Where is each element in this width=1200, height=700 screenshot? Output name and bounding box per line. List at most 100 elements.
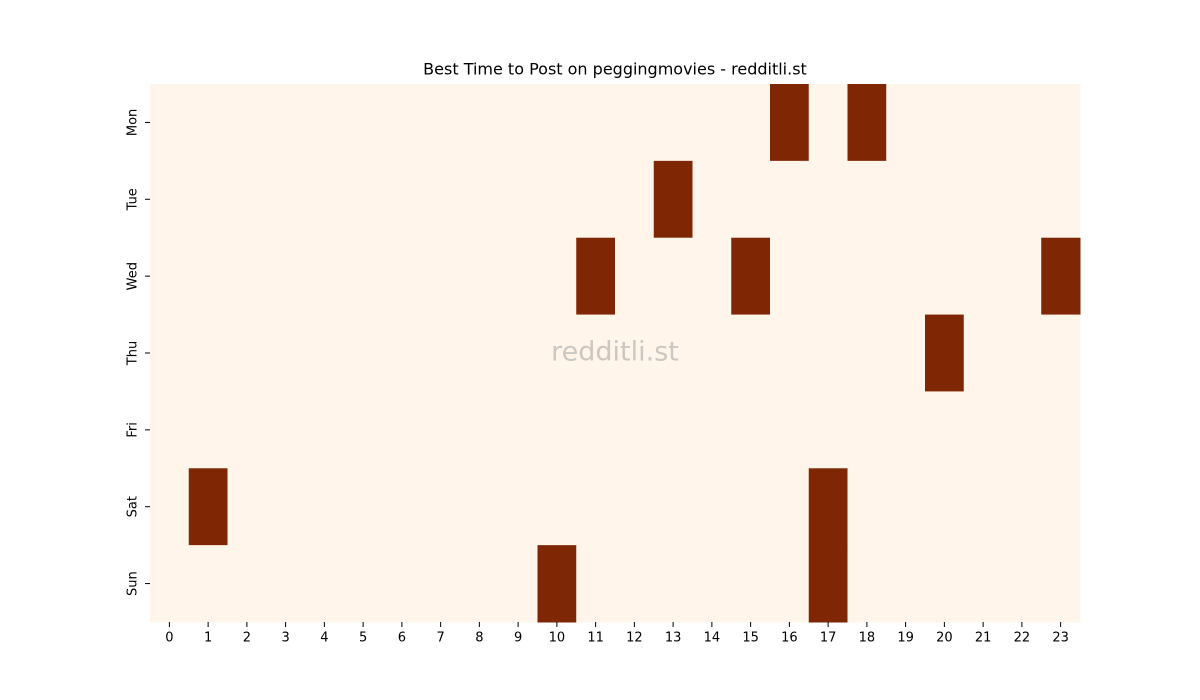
x-tick-label: 1 bbox=[204, 631, 212, 646]
heatmap-cell bbox=[305, 237, 345, 316]
heatmap-cell bbox=[731, 314, 771, 392]
heatmap-cell bbox=[343, 468, 383, 546]
heatmap-cell bbox=[266, 391, 306, 469]
heatmap-cell bbox=[150, 84, 190, 162]
chart-title: Best Time to Post on peggingmovies - red… bbox=[423, 60, 807, 79]
heatmap-cell bbox=[266, 468, 306, 546]
heatmap-cell bbox=[227, 84, 267, 162]
heatmap-cell bbox=[576, 84, 616, 162]
heatmap-cell bbox=[692, 391, 732, 469]
heatmap-cell bbox=[925, 237, 965, 316]
x-tick-label: 14 bbox=[704, 631, 721, 646]
heatmap-cell bbox=[963, 314, 1003, 392]
heatmap-cell bbox=[305, 84, 345, 162]
heatmap-cell bbox=[847, 84, 887, 162]
heatmap-cell bbox=[150, 160, 190, 239]
heatmap-cell bbox=[266, 237, 306, 316]
y-tick-label: Sat bbox=[126, 496, 141, 517]
heatmap-cell bbox=[808, 160, 848, 239]
heatmap-cell bbox=[537, 468, 577, 546]
heatmap-cell bbox=[1041, 545, 1081, 623]
heatmap-cell bbox=[227, 391, 267, 469]
heatmap-cell bbox=[576, 237, 616, 316]
heatmap-cell bbox=[498, 545, 538, 623]
heatmap-cell bbox=[615, 545, 655, 623]
heatmap-cell bbox=[770, 545, 810, 623]
heatmap-cell bbox=[847, 237, 887, 316]
heatmap-cell bbox=[692, 160, 732, 239]
heatmap-cell bbox=[925, 391, 965, 469]
y-tick-label: Mon bbox=[126, 109, 141, 136]
heatmap-cell bbox=[266, 314, 306, 392]
heatmap-cell bbox=[188, 84, 228, 162]
x-tick-label: 6 bbox=[398, 631, 406, 646]
x-tick-label: 2 bbox=[243, 631, 251, 646]
heatmap-cell bbox=[886, 545, 926, 623]
x-tick-label: 21 bbox=[975, 631, 992, 646]
heatmap-cell bbox=[382, 237, 422, 316]
heatmap-cell bbox=[770, 468, 810, 546]
heatmap-cell bbox=[653, 391, 693, 469]
heatmap-cell bbox=[227, 545, 267, 623]
heatmap-cell bbox=[808, 314, 848, 392]
heatmap-cell bbox=[305, 468, 345, 546]
heatmap-cell bbox=[925, 84, 965, 162]
heatmap-cell bbox=[692, 545, 732, 623]
heatmap-cell bbox=[963, 391, 1003, 469]
heatmap-cell bbox=[770, 84, 810, 162]
heatmap-cell bbox=[1041, 314, 1081, 392]
heatmap-cell bbox=[808, 545, 848, 623]
heatmap-cell bbox=[731, 237, 771, 316]
heatmap-cell bbox=[382, 84, 422, 162]
x-tick-label: 19 bbox=[897, 631, 914, 646]
x-tick-label: 15 bbox=[742, 631, 759, 646]
heatmap-cell bbox=[615, 237, 655, 316]
heatmap-cell bbox=[963, 468, 1003, 546]
heatmap-cell bbox=[305, 314, 345, 392]
heatmap-cell bbox=[576, 160, 616, 239]
heatmap-cell bbox=[886, 84, 926, 162]
heatmap-cell bbox=[537, 237, 577, 316]
heatmap-cell bbox=[382, 545, 422, 623]
heatmap-cell bbox=[537, 160, 577, 239]
x-tick-label: 20 bbox=[936, 631, 953, 646]
heatmap-cell bbox=[576, 391, 616, 469]
heatmap-cell bbox=[460, 545, 500, 623]
heatmap-cell bbox=[421, 237, 461, 316]
heatmap-cell bbox=[963, 237, 1003, 316]
heatmap-cell bbox=[1041, 84, 1081, 162]
heatmap-cell bbox=[731, 468, 771, 546]
heatmap-cell bbox=[460, 84, 500, 162]
heatmap-cell bbox=[421, 545, 461, 623]
heatmap-cell bbox=[770, 237, 810, 316]
heatmap-cell bbox=[653, 468, 693, 546]
x-tick-label: 9 bbox=[514, 631, 522, 646]
heatmap-cell bbox=[227, 468, 267, 546]
heatmap-cell bbox=[460, 468, 500, 546]
heatmap-cell bbox=[227, 237, 267, 316]
watermark: redditli.st bbox=[551, 337, 679, 368]
heatmap-cell bbox=[266, 160, 306, 239]
heatmap-cell bbox=[731, 160, 771, 239]
heatmap-cell bbox=[963, 160, 1003, 239]
heatmap-cell bbox=[498, 84, 538, 162]
heatmap-cell bbox=[188, 468, 228, 546]
heatmap-cell bbox=[1041, 391, 1081, 469]
heatmap-cell bbox=[421, 84, 461, 162]
heatmap-cell bbox=[808, 468, 848, 546]
y-tick-label: Fri bbox=[126, 422, 141, 438]
heatmap-cell bbox=[343, 160, 383, 239]
heatmap-cell bbox=[653, 545, 693, 623]
heatmap-cell bbox=[382, 468, 422, 546]
heatmap-cell bbox=[653, 84, 693, 162]
heatmap-cell bbox=[692, 84, 732, 162]
heatmap-cell bbox=[847, 545, 887, 623]
heatmap-cell bbox=[576, 314, 616, 392]
heatmap-cell bbox=[537, 84, 577, 162]
heatmap-cell bbox=[537, 391, 577, 469]
heatmap-cell bbox=[305, 545, 345, 623]
heatmap-cell bbox=[498, 237, 538, 316]
x-tick-label: 3 bbox=[281, 631, 289, 646]
heatmap-cell bbox=[150, 545, 190, 623]
x-tick-label: 13 bbox=[665, 631, 682, 646]
